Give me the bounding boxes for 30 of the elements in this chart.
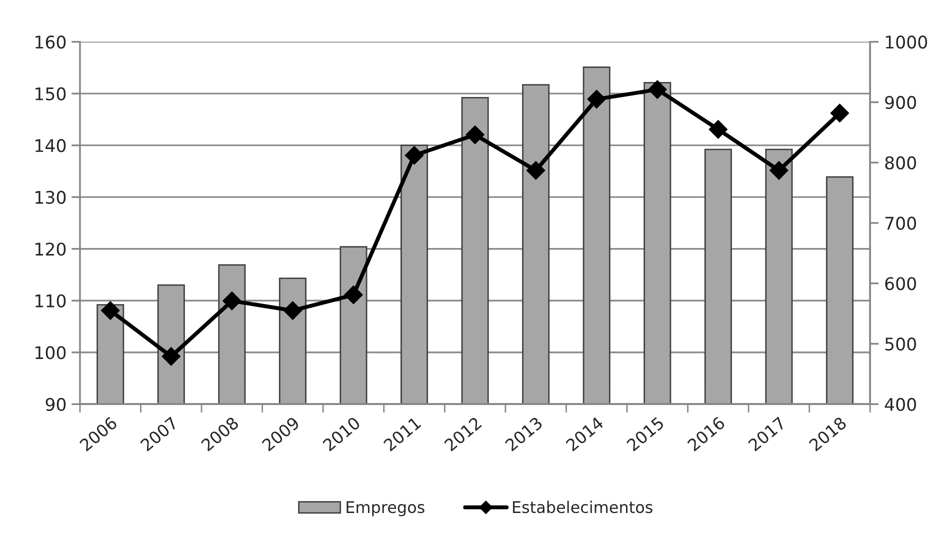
point (648, 80, 667, 99)
point (222, 292, 242, 310)
legend-label: Estabelecimentos (512, 500, 652, 514)
y2-tick-label: 400 (884, 398, 916, 411)
point (283, 301, 302, 320)
y2-tick-label: 500 (885, 337, 916, 351)
point (526, 161, 546, 180)
y-tick-label: 140 (36, 139, 66, 152)
y-tick-label: 90 (46, 398, 66, 411)
point (404, 146, 424, 165)
y2-tick-label: 600 (885, 277, 916, 290)
y-tick-label: 130 (36, 190, 66, 204)
point (466, 125, 484, 144)
point (587, 90, 606, 109)
point (770, 161, 788, 180)
point (101, 301, 120, 320)
point (344, 285, 363, 304)
y-tick-label: 150 (36, 87, 66, 100)
point (162, 347, 180, 366)
y-tick-label: 160 (36, 36, 66, 49)
point (830, 104, 850, 122)
y2-tick-label: 900 (885, 96, 916, 110)
point (708, 120, 728, 139)
y2-tick-label: 800 (885, 156, 916, 170)
y2-tick-label: 1000 (886, 36, 928, 49)
y-tick-label: 120 (36, 242, 66, 256)
y-tick-label: 100 (36, 346, 66, 360)
y2-tick-label: 700 (885, 216, 916, 230)
legend-label: Empregos (346, 501, 424, 516)
y-tick-label: 110 (36, 294, 66, 308)
